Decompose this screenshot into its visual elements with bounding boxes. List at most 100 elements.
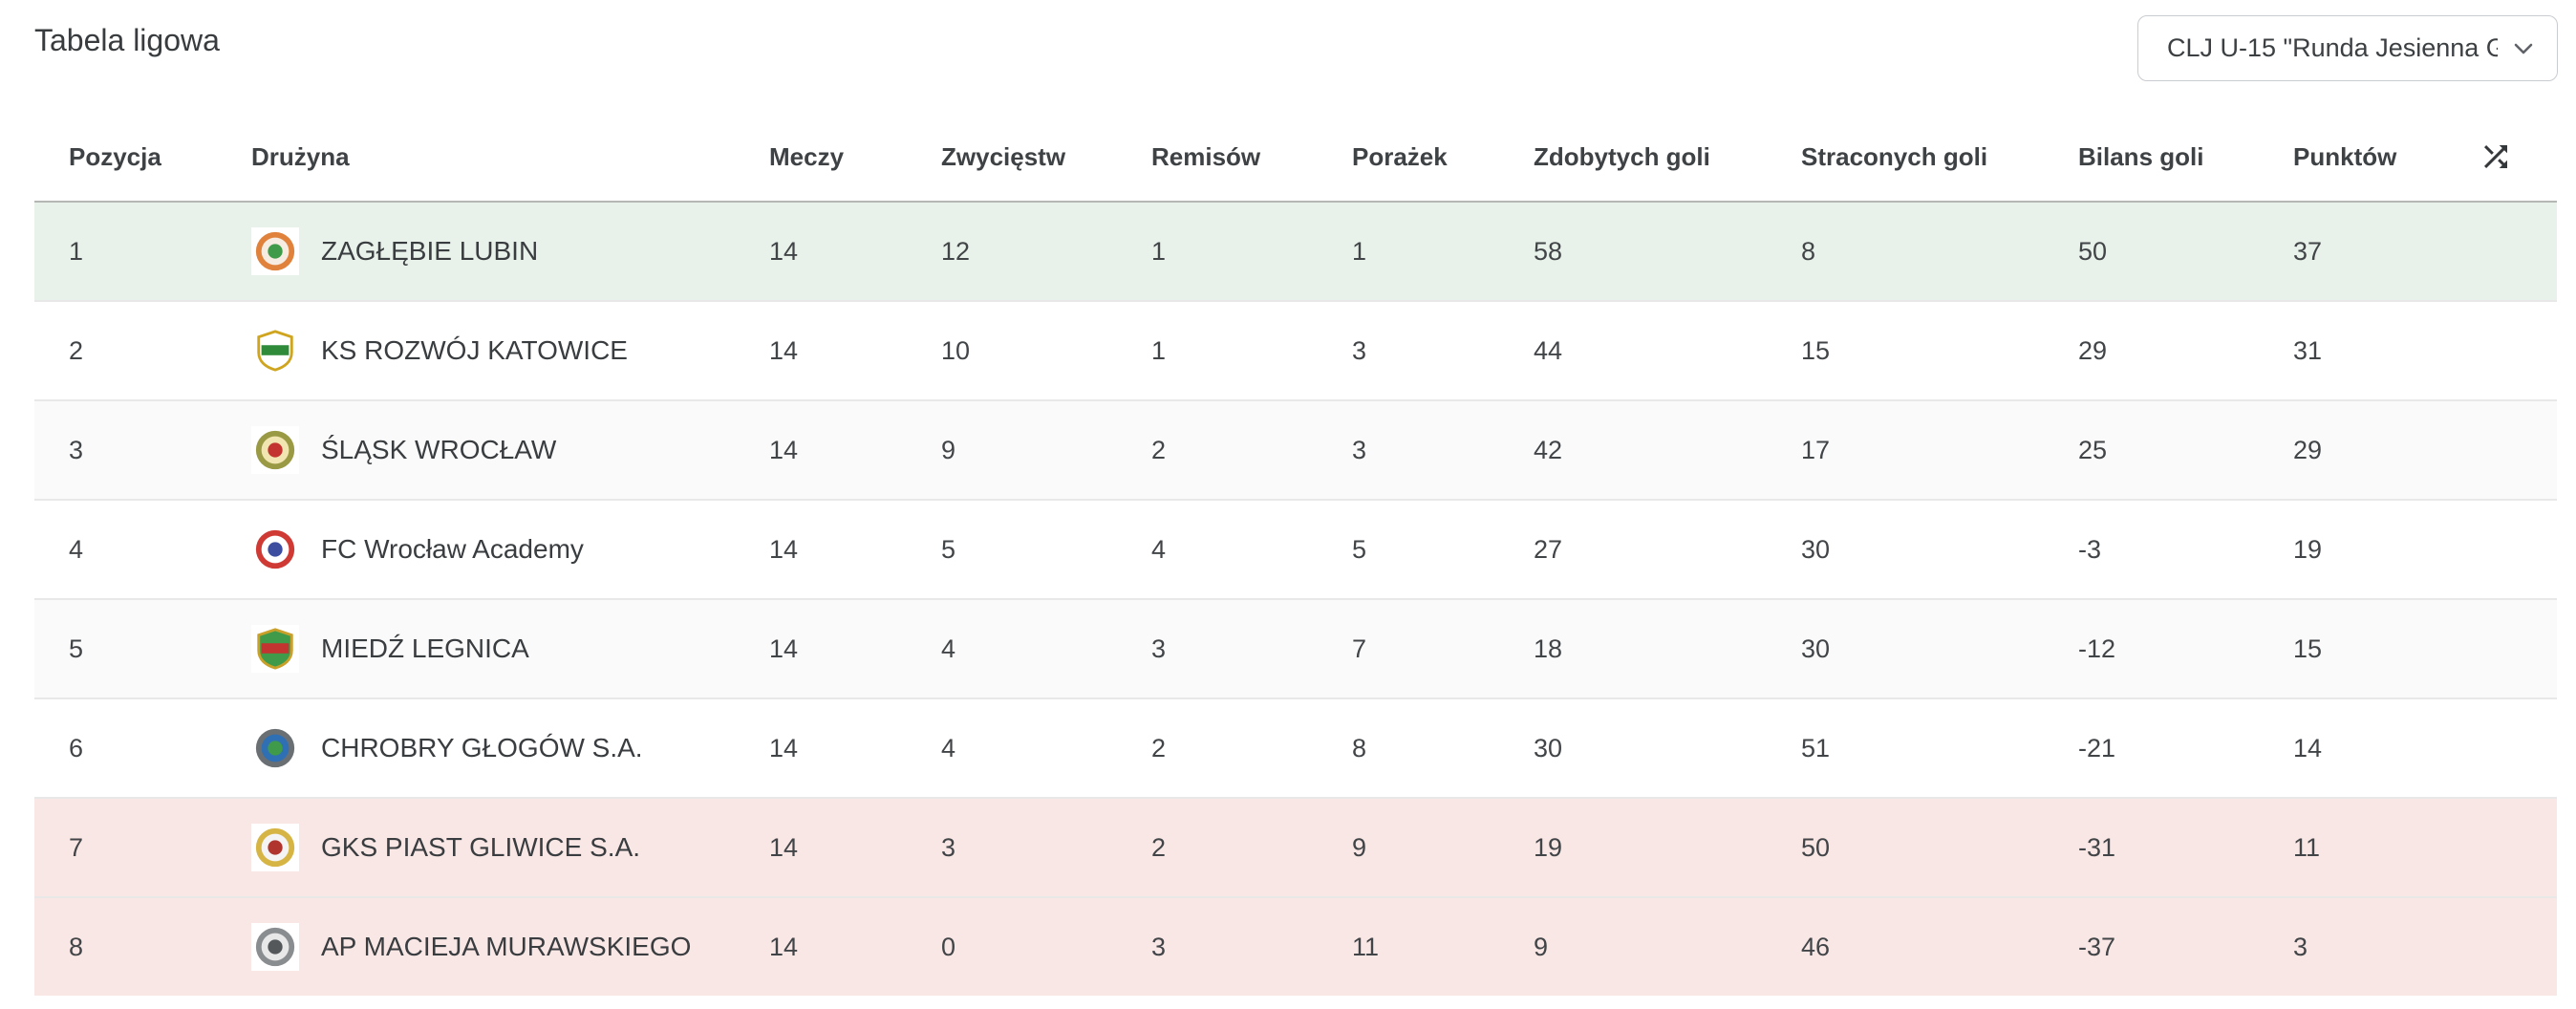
- position-value: 3: [69, 435, 84, 464]
- team-name: ZAGŁĘBIE LUBIN: [321, 236, 539, 266]
- wins-value: 3: [941, 832, 956, 862]
- team-logo: [251, 227, 299, 275]
- column-header-straconych-goli: Straconych goli: [1801, 141, 1988, 171]
- team-logo: [251, 824, 299, 871]
- goal-diff-value: -31: [2078, 832, 2116, 862]
- losses-value: 1: [1352, 236, 1367, 266]
- draws-value: 4: [1151, 534, 1167, 564]
- goals-for-value: 27: [1534, 534, 1563, 564]
- team-logo: [251, 923, 299, 971]
- column-header-bilans-goli: Bilans goli: [2078, 141, 2204, 171]
- wins-value: 5: [941, 534, 956, 564]
- wins-value: 4: [941, 733, 956, 762]
- team-cell: ŚLĄSK WROCŁAW: [251, 426, 769, 474]
- draws-value: 2: [1151, 832, 1167, 862]
- table-row: 1 ZAGŁĘBIE LUBIN 14 12 1 1 58 8 50 37: [34, 203, 2557, 300]
- goals-for-value: 9: [1534, 932, 1549, 961]
- team-name: GKS PIAST GLIWICE S.A.: [321, 832, 641, 862]
- column-header-remisow: Remisów: [1151, 141, 1261, 171]
- goals-for-value: 58: [1534, 236, 1563, 266]
- position-value: 8: [69, 932, 84, 961]
- losses-value: 3: [1352, 335, 1367, 365]
- page-title: Tabela ligowa: [34, 23, 220, 57]
- wins-value: 12: [941, 236, 971, 266]
- table-row: 3 ŚLĄSK WROCŁAW 14 9 2 3 42 17 25 29: [34, 399, 2557, 499]
- team-cell: MIEDŹ LEGNICA: [251, 625, 769, 673]
- team-logo: [251, 327, 299, 375]
- matches-value: 14: [769, 335, 799, 365]
- goals-against-value: 8: [1801, 236, 1816, 266]
- position-value: 1: [69, 236, 84, 266]
- position-value: 7: [69, 832, 84, 862]
- losses-value: 7: [1352, 633, 1367, 663]
- team-cell: CHROBRY GŁOGÓW S.A.: [251, 724, 769, 772]
- team-logo: [251, 625, 299, 673]
- goal-diff-value: 25: [2078, 435, 2108, 464]
- league-table: Pozycja Drużyna Meczy Zwycięstw Remisów …: [34, 113, 2557, 996]
- draws-value: 1: [1151, 335, 1167, 365]
- column-header-zdobytych-goli: Zdobytych goli: [1534, 141, 1710, 171]
- wins-value: 4: [941, 633, 956, 663]
- team-cell: GKS PIAST GLIWICE S.A.: [251, 824, 769, 871]
- losses-value: 9: [1352, 832, 1367, 862]
- points-value: 11: [2293, 832, 2321, 862]
- column-header-zwyciestw: Zwycięstw: [941, 141, 1066, 171]
- goals-for-value: 44: [1534, 335, 1563, 365]
- column-header-pozycja: Pozycja: [69, 141, 161, 171]
- team-name: MIEDŹ LEGNICA: [321, 633, 529, 663]
- goals-for-value: 30: [1534, 733, 1563, 762]
- team-cell: FC Wrocław Academy: [251, 526, 769, 573]
- table-header-row: Pozycja Drużyna Meczy Zwycięstw Remisów …: [34, 113, 2557, 203]
- table-row: 2 KS ROZWÓJ KATOWICE 14 10 1 3 44 15 29 …: [34, 300, 2557, 399]
- team-name: AP MACIEJA MURAWSKIEGO: [321, 932, 692, 961]
- team-logo: [251, 724, 299, 772]
- goal-diff-value: -37: [2078, 932, 2116, 961]
- draws-value: 2: [1151, 435, 1167, 464]
- goals-for-value: 18: [1534, 633, 1563, 663]
- team-logo: [251, 426, 299, 474]
- losses-value: 11: [1352, 932, 1380, 961]
- competition-select-value: CLJ U-15 "Runda Jesienna G…: [2167, 33, 2498, 62]
- matches-value: 14: [769, 633, 799, 663]
- column-header-meczy: Meczy: [769, 141, 845, 171]
- shuffle-icon[interactable]: [2479, 140, 2513, 174]
- points-value: 3: [2293, 932, 2308, 961]
- matches-value: 14: [769, 832, 799, 862]
- team-cell: KS ROZWÓJ KATOWICE: [251, 327, 769, 375]
- competition-select[interactable]: CLJ U-15 "Runda Jesienna G…: [2137, 15, 2558, 81]
- goals-against-value: 17: [1801, 435, 1831, 464]
- goals-against-value: 51: [1801, 733, 1831, 762]
- goal-diff-value: -12: [2078, 633, 2116, 663]
- matches-value: 14: [769, 236, 799, 266]
- page-header: Tabela ligowa CLJ U-15 "Runda Jesienna G…: [0, 0, 2576, 92]
- team-name: KS ROZWÓJ KATOWICE: [321, 335, 628, 365]
- draws-value: 3: [1151, 932, 1167, 961]
- wins-value: 9: [941, 435, 956, 464]
- column-header-druzyna: Drużyna: [251, 141, 350, 171]
- matches-value: 14: [769, 534, 799, 564]
- team-name: FC Wrocław Academy: [321, 534, 584, 564]
- column-header-porazek: Porażek: [1352, 141, 1448, 171]
- losses-value: 8: [1352, 733, 1367, 762]
- goal-diff-value: -3: [2078, 534, 2102, 564]
- points-value: 14: [2293, 733, 2323, 762]
- losses-value: 5: [1352, 534, 1367, 564]
- goal-diff-value: 29: [2078, 335, 2108, 365]
- wins-value: 10: [941, 335, 971, 365]
- table-row: 7 GKS PIAST GLIWICE S.A. 14 3 2 9 19 50 …: [34, 797, 2557, 896]
- goals-against-value: 15: [1801, 335, 1831, 365]
- matches-value: 14: [769, 435, 799, 464]
- matches-value: 14: [769, 932, 799, 961]
- losses-value: 3: [1352, 435, 1367, 464]
- points-value: 31: [2293, 335, 2323, 365]
- goals-for-value: 42: [1534, 435, 1563, 464]
- goals-against-value: 30: [1801, 633, 1831, 663]
- table-row: 8 AP MACIEJA MURAWSKIEGO 14 0 3 11 9 46 …: [34, 896, 2557, 996]
- chevron-down-icon: [2514, 43, 2533, 54]
- position-value: 4: [69, 534, 84, 564]
- position-value: 2: [69, 335, 84, 365]
- table-row: 4 FC Wrocław Academy 14 5 4 5 27 30 -3 1…: [34, 499, 2557, 598]
- draws-value: 2: [1151, 733, 1167, 762]
- points-value: 15: [2293, 633, 2323, 663]
- draws-value: 1: [1151, 236, 1167, 266]
